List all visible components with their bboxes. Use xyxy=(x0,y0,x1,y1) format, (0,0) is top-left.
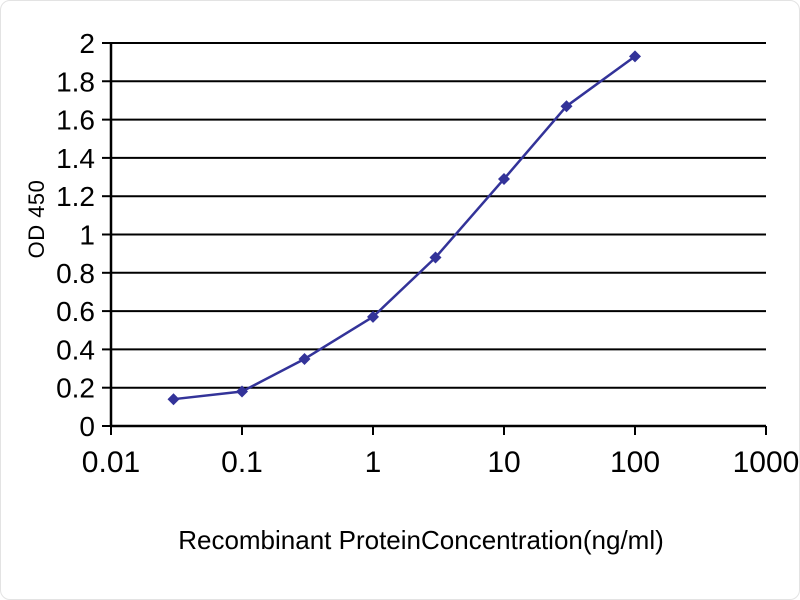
y-tick-label: 0.6 xyxy=(56,296,95,327)
x-tick-label: 100 xyxy=(610,446,660,479)
data-point-marker xyxy=(298,352,311,365)
y-tick-label: 1.4 xyxy=(56,143,95,174)
x-tick-label: 0.01 xyxy=(82,446,140,479)
data-point-marker xyxy=(429,251,442,264)
data-point-marker xyxy=(498,172,510,185)
y-tick-label: 0.8 xyxy=(56,258,95,289)
data-point-marker xyxy=(560,100,573,113)
x-tick-label: 10 xyxy=(487,446,520,479)
y-tick-label: 1.8 xyxy=(56,66,95,97)
y-tick-label: 1.2 xyxy=(56,181,95,212)
y-tick-label: 0.4 xyxy=(56,334,95,365)
y-tick-label: 2 xyxy=(79,28,95,59)
x-tick-label: 1000 xyxy=(733,446,800,479)
data-point-marker xyxy=(367,310,379,323)
data-point-marker xyxy=(629,50,641,63)
y-tick-label: 0.2 xyxy=(56,373,95,404)
series-line xyxy=(173,55,636,401)
x-axis-title: Recombinant ProteinConcentration(ng/ml) xyxy=(178,525,664,555)
y-tick-label: 1.6 xyxy=(56,105,95,136)
y-axis-title: OD 450 xyxy=(24,179,49,259)
y-tick-label: 1 xyxy=(79,220,95,251)
data-point-marker xyxy=(167,393,180,406)
x-tick-label: 1 xyxy=(365,446,382,479)
data-point-marker xyxy=(236,385,248,398)
x-tick-label: 0.1 xyxy=(221,446,263,479)
y-tick-label: 0 xyxy=(79,411,95,442)
